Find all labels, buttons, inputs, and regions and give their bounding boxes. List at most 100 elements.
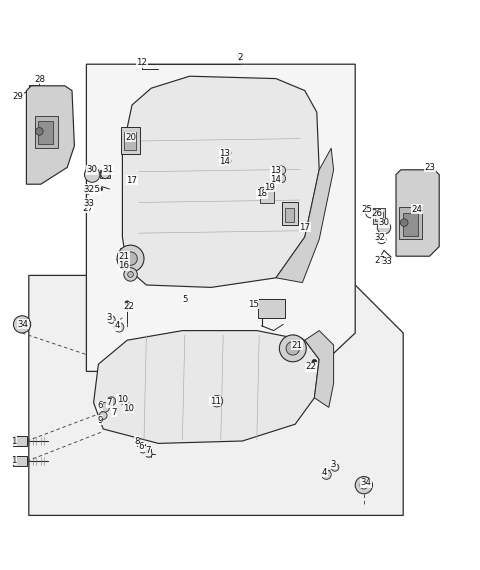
Bar	[285, 207, 294, 222]
Text: 2: 2	[237, 52, 243, 62]
Text: 3: 3	[107, 313, 112, 321]
Text: 14: 14	[219, 157, 230, 166]
Bar	[403, 213, 418, 235]
Circle shape	[312, 360, 317, 364]
Text: 27: 27	[83, 203, 93, 213]
Circle shape	[117, 245, 144, 272]
Text: 16: 16	[119, 261, 129, 270]
Text: 4: 4	[115, 321, 120, 330]
Text: 4: 4	[322, 468, 327, 477]
Polygon shape	[94, 331, 319, 443]
Text: 33: 33	[84, 199, 94, 208]
Circle shape	[222, 157, 231, 165]
Text: 14: 14	[271, 175, 281, 184]
Bar	[35, 116, 58, 148]
Text: 7: 7	[145, 446, 151, 455]
Circle shape	[377, 221, 391, 234]
Text: 5: 5	[182, 295, 188, 304]
Bar	[124, 132, 136, 150]
Circle shape	[114, 323, 124, 332]
Circle shape	[118, 394, 127, 404]
Bar	[282, 202, 298, 225]
Circle shape	[139, 445, 147, 453]
Text: 24: 24	[411, 205, 422, 214]
Text: 10: 10	[123, 404, 134, 413]
Polygon shape	[305, 331, 334, 408]
Circle shape	[355, 477, 372, 494]
Text: 34: 34	[360, 478, 371, 487]
Circle shape	[211, 396, 223, 407]
Text: 17: 17	[127, 176, 137, 185]
Text: 13: 13	[271, 166, 281, 175]
Polygon shape	[86, 64, 355, 372]
Text: 22: 22	[306, 362, 316, 371]
Circle shape	[99, 412, 107, 420]
Text: 30: 30	[87, 165, 97, 174]
Text: 19: 19	[264, 183, 275, 192]
Circle shape	[286, 341, 300, 355]
Bar	[399, 207, 422, 239]
Text: 22: 22	[123, 302, 134, 311]
Bar	[38, 121, 53, 144]
Circle shape	[360, 481, 368, 489]
Text: 20: 20	[125, 133, 136, 142]
Text: 32: 32	[84, 185, 94, 193]
Circle shape	[124, 268, 137, 281]
Circle shape	[400, 219, 408, 226]
Text: 28: 28	[34, 75, 45, 84]
Circle shape	[108, 316, 115, 323]
Circle shape	[145, 451, 152, 457]
Bar	[260, 186, 274, 203]
Circle shape	[13, 316, 31, 333]
Text: 31: 31	[103, 165, 113, 174]
Circle shape	[101, 170, 109, 178]
Polygon shape	[122, 76, 319, 287]
Polygon shape	[396, 170, 439, 256]
Bar	[100, 170, 110, 178]
Text: 21: 21	[119, 252, 129, 260]
Text: 7: 7	[111, 408, 117, 417]
Text: 6: 6	[97, 401, 103, 410]
Circle shape	[99, 187, 103, 191]
Text: 25: 25	[90, 185, 100, 194]
Text: 29: 29	[13, 92, 24, 101]
Circle shape	[222, 149, 231, 157]
Text: 17: 17	[300, 223, 310, 232]
Text: 33: 33	[382, 258, 392, 266]
Circle shape	[100, 402, 109, 412]
Circle shape	[124, 252, 137, 265]
Text: 34: 34	[18, 320, 28, 329]
Text: 7: 7	[107, 398, 112, 407]
Circle shape	[18, 320, 26, 328]
Polygon shape	[26, 86, 74, 184]
Text: 15: 15	[248, 300, 259, 309]
Bar	[373, 208, 385, 223]
Text: 10: 10	[117, 395, 128, 404]
Circle shape	[36, 128, 43, 135]
Text: 3: 3	[331, 460, 336, 469]
Circle shape	[124, 403, 133, 412]
Text: 1: 1	[11, 437, 16, 446]
Circle shape	[125, 301, 130, 306]
Text: 9: 9	[97, 416, 103, 425]
Bar	[13, 457, 27, 466]
Text: 32: 32	[375, 233, 385, 242]
Circle shape	[322, 470, 331, 479]
Bar	[375, 211, 383, 221]
Polygon shape	[29, 275, 403, 515]
Circle shape	[277, 174, 286, 183]
Circle shape	[107, 397, 116, 405]
Text: 23: 23	[424, 163, 435, 172]
Text: 30: 30	[379, 218, 389, 227]
Text: 6: 6	[139, 442, 144, 451]
Bar	[258, 299, 285, 317]
Circle shape	[277, 166, 286, 174]
Text: 11: 11	[210, 397, 220, 406]
Text: 25: 25	[362, 205, 372, 214]
Circle shape	[331, 463, 339, 471]
Text: 1: 1	[11, 455, 16, 465]
Circle shape	[128, 271, 133, 278]
Circle shape	[279, 335, 306, 362]
Text: 27: 27	[375, 255, 385, 264]
Bar	[13, 436, 27, 446]
